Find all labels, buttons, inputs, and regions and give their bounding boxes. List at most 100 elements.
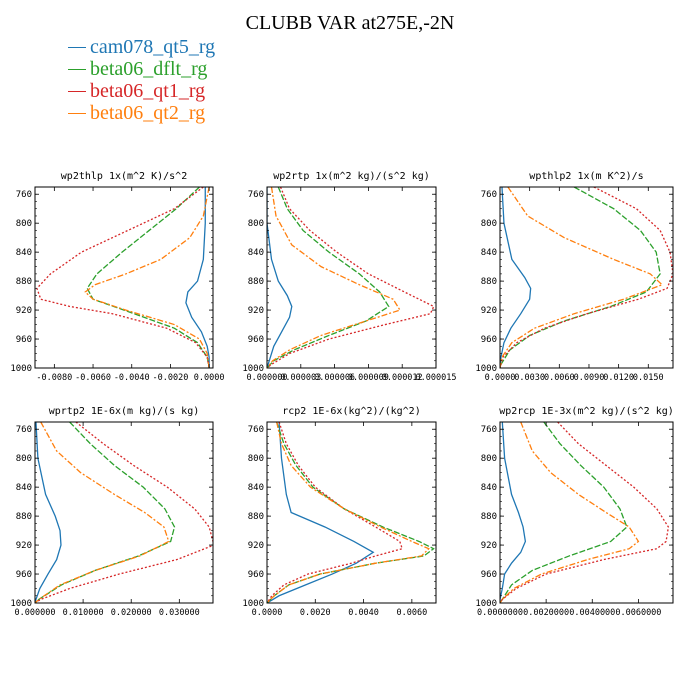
y-tick-label: 760 [16,190,32,200]
y-tick-label: 800 [481,219,497,229]
plot-frame [34,186,214,369]
series-line-beta06_qt2_rg [84,187,210,368]
chart-title: wpthlp2 1x(m K^2)/s [529,171,643,182]
y-tick-label: 840 [16,248,32,258]
x-tick-label: 0.0000 [252,608,283,618]
legend-item-cam078: cam078_qt5_rg [68,36,215,58]
y-tick-label: 800 [248,454,264,464]
legend-label-cam078: cam078_qt5_rg [90,36,216,58]
plot-frame [499,186,674,369]
plot-frame [34,421,214,604]
legend-line-cam078 [68,46,86,48]
chart-panel-2: wp2rtp 1x(m^2 kg)/(s^2 kg) 760 800 840 880 92… [242,171,456,383]
series-line-beta06_qt2_rg [35,422,170,603]
x-tick-label: 0.0090 [574,373,605,383]
x-tick-label: -0.0080 [36,373,72,383]
legend-item-dflt: beta06_dflt_rg [68,58,215,80]
y-tick-label: 760 [248,425,264,435]
y-tick-label: 1000 [10,364,32,374]
series-line-cam078_qt5_rg [500,422,527,603]
series-line-cam078_qt5_rg [500,187,532,368]
plot-frame [499,421,674,604]
x-tick-label: 0.020000 [111,608,152,618]
series-line-beta06_qt2_rg [500,422,640,603]
y-tick-label: 920 [248,306,264,316]
series-group [35,422,213,603]
chart-title: wp2rcp 1E-3x(m^2 kg)/(s^2 kg) [499,406,674,417]
series-group [500,187,673,368]
series-group [267,422,435,603]
chart-title: wp2rtp 1x(m^2 kg)/(s^2 kg) [273,171,430,182]
chart-panel-4: wprtp2 1E-6x(m kg)/(s kg) 760 800 840 880 920… [10,406,214,618]
x-tick-label: 0.0060 [396,608,427,618]
x-tick-label: 0.0020 [300,608,331,618]
series-line-beta06_qt1_rg [500,422,670,603]
y-tick-label: 960 [16,570,32,580]
chart-panel-6: wp2rcp 1E-3x(m^2 kg)/(s^2 kg)760 800 840 88… [475,406,673,618]
x-tick-label: 0.000000 [15,608,56,618]
y-tick-label: 840 [248,248,264,258]
y-tick-label: 920 [481,306,497,316]
y-tick-label: 960 [248,570,264,580]
x-tick-label: 0.0150 [633,373,664,383]
legend-label-dflt: beta06_dflt_rg [90,58,208,80]
y-tick-label: 880 [16,277,32,287]
y-tick-label: 840 [248,483,264,493]
x-tick-label: 0.000000 [247,373,288,383]
x-tick-label: 0.0020000 [523,608,569,618]
legend-label-qt2: beta06_qt2_rg [90,102,206,124]
series-group [500,422,670,603]
series-line-beta06_qt2_rg [267,422,430,603]
legend: cam078_qt5_rg beta06_dflt_rg beta06_qt1_… [68,36,215,124]
series-line-cam078_qt5_rg [267,187,293,368]
x-tick-label: 0.0000 [485,373,516,383]
y-tick-label: 800 [16,219,32,229]
series-line-beta06_dflt_rg [86,187,210,368]
x-tick-label: 0.0000000 [477,608,523,618]
x-tick-label: 0.000009 [348,373,389,383]
y-tick-label: 960 [481,335,497,345]
y-tick-label: 920 [248,541,264,551]
y-tick-label: 1000 [475,599,497,609]
x-tick-label: 0.0030 [514,373,545,383]
y-tick-label: 840 [481,483,497,493]
y-tick-label: 800 [16,454,32,464]
chart-panel-1: wp2thlp 1x(m^2 K)/s^2 760 800 840 880 920 960 1… [10,171,224,383]
y-tick-label: 960 [481,570,497,580]
series-line-cam078_qt5_rg [185,187,210,368]
y-tick-label: 880 [16,512,32,522]
chart-panel-5: rcp2 1E-6x(kg^2)/(kg^2) 760 800 840 880 920 96… [242,406,437,618]
legend-line-qt1 [68,90,86,92]
y-tick-label: 1000 [475,364,497,374]
y-tick-label: 880 [481,277,497,287]
legend-line-dflt [68,68,86,70]
y-tick-label: 840 [481,248,497,258]
series-line-cam078_qt5_rg [35,422,62,603]
y-tick-label: 800 [481,454,497,464]
y-tick-label: 880 [481,512,497,522]
x-tick-label: 0.030000 [159,608,200,618]
x-tick-label: -0.0040 [114,373,150,383]
plot-frame [266,186,437,369]
legend-item-qt2: beta06_qt2_rg [68,102,215,124]
series-line-beta06_qt2_rg [500,187,664,368]
series-line-beta06_dflt_rg [35,422,176,603]
series-group [267,187,435,368]
y-tick-label: 880 [248,512,264,522]
x-tick-label: 0.000012 [382,373,423,383]
y-tick-label: 760 [16,425,32,435]
plot-frame [266,421,437,604]
y-tick-label: 920 [481,541,497,551]
series-line-cam078_qt5_rg [267,422,375,603]
legend-line-qt2 [68,112,86,114]
y-tick-label: 880 [248,277,264,287]
y-tick-label: 1000 [242,364,264,374]
series-line-beta06_qt1_rg [500,187,673,368]
series-group [36,187,210,368]
y-tick-label: 960 [16,335,32,345]
x-tick-label: 0.000015 [416,373,457,383]
y-tick-label: 920 [16,541,32,551]
series-line-beta06_qt1_rg [267,422,404,603]
series-line-beta06_qt1_rg [36,187,210,368]
